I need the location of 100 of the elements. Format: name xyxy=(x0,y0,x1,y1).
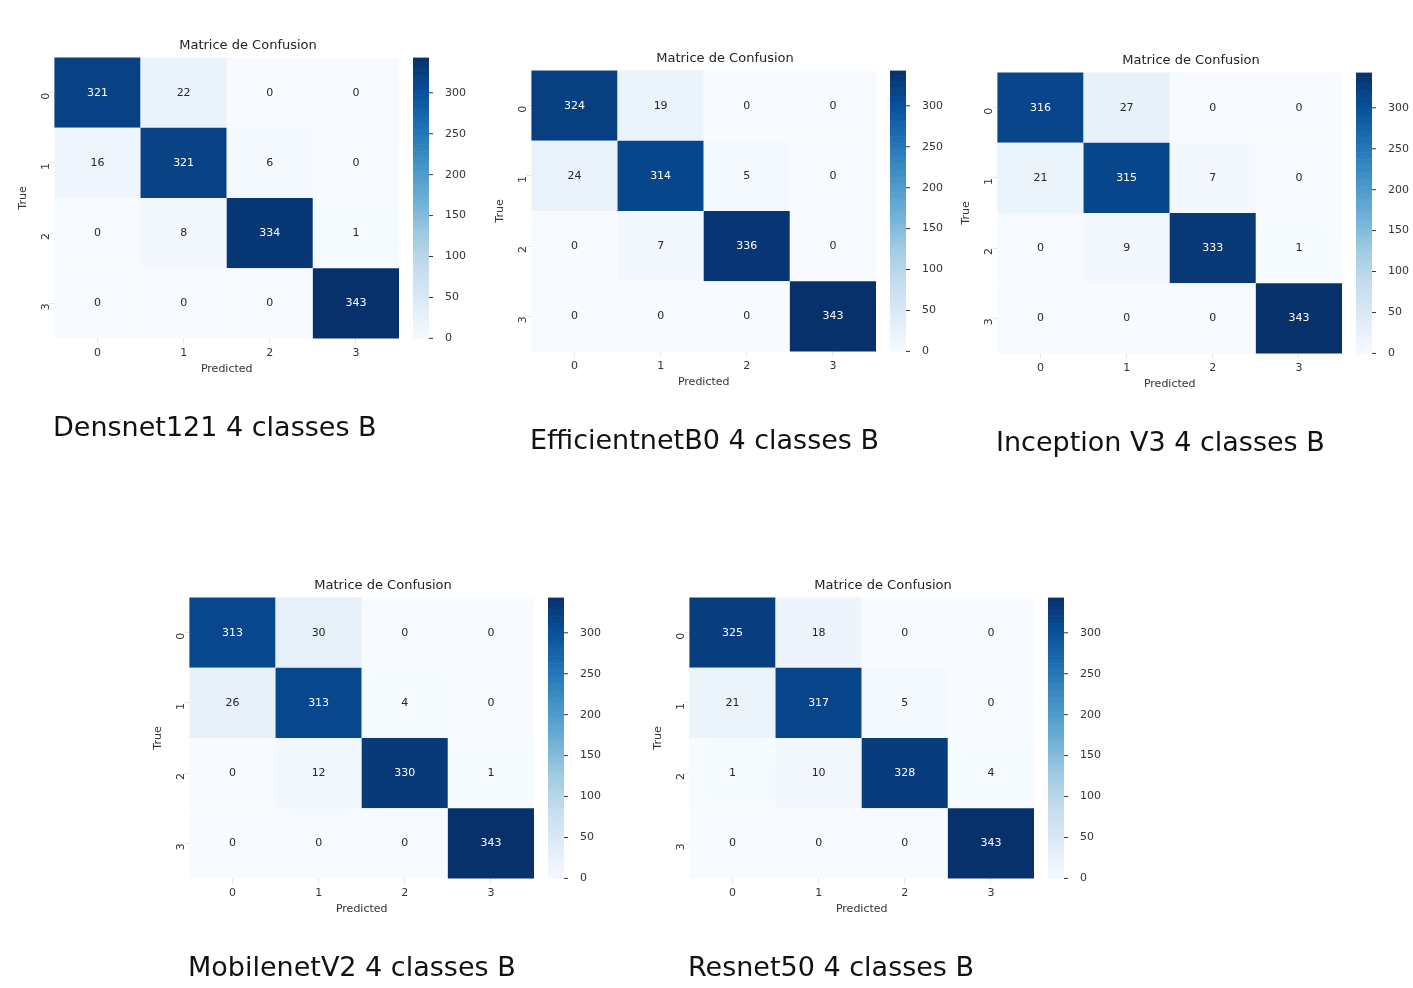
y-tick-label: 2 xyxy=(39,233,53,241)
y-axis-title: True xyxy=(151,726,165,751)
data-label: 0 xyxy=(728,836,736,850)
data-label: 315 xyxy=(1116,170,1138,184)
data-label: 343 xyxy=(980,836,1002,850)
data-label: 0 xyxy=(570,238,578,252)
data-label: 26 xyxy=(225,695,240,709)
data-label: 325 xyxy=(721,625,743,639)
x-tick-label: 2 xyxy=(743,358,751,372)
y-tick-label: 0 xyxy=(516,105,530,113)
x-axis-title: Predicted xyxy=(835,902,888,916)
data-label: 0 xyxy=(487,695,495,709)
x-tick-label: 0 xyxy=(1036,360,1044,374)
data-label: 0 xyxy=(829,98,837,112)
chart-title: Matrice de Confusion xyxy=(179,37,317,53)
text: Resnet50 4 classes B xyxy=(687,951,976,982)
data-label: 0 xyxy=(266,85,274,99)
y-tick-label: 0 xyxy=(39,92,53,100)
y-tick-label: 0 xyxy=(982,107,996,115)
y-tick-label: 3 xyxy=(674,843,688,851)
data-label: 314 xyxy=(650,168,672,182)
color-bar-label: 50 xyxy=(1080,830,1094,844)
data-label: 7 xyxy=(657,238,665,252)
x-tick-label: 0 xyxy=(570,358,578,372)
data-label: 0 xyxy=(228,836,236,850)
y-axis-title: True xyxy=(16,186,30,211)
y-tick-label: 1 xyxy=(174,702,188,710)
x-tick-label: 3 xyxy=(487,885,495,899)
color-bar-label: 250 xyxy=(580,666,601,680)
data-label: 324 xyxy=(563,98,585,112)
data-label: 343 xyxy=(1288,311,1310,325)
data-label: 0 xyxy=(743,309,751,323)
data-label: 336 xyxy=(736,238,758,252)
color-bar-label: 250 xyxy=(1388,141,1409,155)
x-tick-label: 3 xyxy=(352,345,360,359)
x-tick-label: 2 xyxy=(1209,360,1217,374)
y-tick-label: 2 xyxy=(982,248,996,256)
y-tick-label: 1 xyxy=(982,177,996,185)
data-label: 0 xyxy=(93,296,101,310)
data-label: 12 xyxy=(311,765,326,779)
data-label: 343 xyxy=(822,309,844,323)
y-tick-label: 3 xyxy=(174,843,188,851)
data-label: 4 xyxy=(987,765,995,779)
color-bar-label: 100 xyxy=(445,249,466,263)
color-bar-label: 150 xyxy=(1388,223,1409,237)
y-tick-label: 0 xyxy=(674,632,688,640)
data-label: 316 xyxy=(1029,100,1051,114)
data-label: 22 xyxy=(176,85,191,99)
data-label: 0 xyxy=(829,238,837,252)
x-tick-label: 1 xyxy=(815,885,823,899)
data-label: 321 xyxy=(173,155,195,169)
data-label: 0 xyxy=(815,836,823,850)
data-label: 0 xyxy=(315,836,323,850)
color-bar-label: 100 xyxy=(922,262,943,276)
data-label: 0 xyxy=(401,836,409,850)
data-label: 343 xyxy=(345,296,367,310)
y-tick-label: 3 xyxy=(516,316,530,324)
y-tick-label: 2 xyxy=(174,773,188,781)
color-bar-label: 200 xyxy=(922,180,943,194)
data-label: 0 xyxy=(743,98,751,112)
data-label: 0 xyxy=(1209,311,1217,325)
data-label: 0 xyxy=(266,296,274,310)
chart-title: Matrice de Confusion xyxy=(1122,52,1260,68)
data-label: 0 xyxy=(93,225,101,239)
x-tick-label: 0 xyxy=(728,885,736,899)
data-label: 27 xyxy=(1119,100,1134,114)
y-tick-label: 1 xyxy=(39,162,53,170)
x-axis-title: Predicted xyxy=(1143,377,1196,391)
data-label: 10 xyxy=(811,765,826,779)
x-tick-label: 1 xyxy=(315,885,323,899)
data-label: 330 xyxy=(394,765,416,779)
text: Inception V3 4 classes B xyxy=(995,426,1326,457)
data-label: 313 xyxy=(221,625,243,639)
data-label: 0 xyxy=(901,625,909,639)
chart-title: Matrice de Confusion xyxy=(314,577,452,593)
data-label: 16 xyxy=(90,155,105,169)
data-label: 1 xyxy=(487,765,495,779)
color-bar-label: 300 xyxy=(922,98,943,112)
data-label: 21 xyxy=(725,695,740,709)
y-tick-label: 2 xyxy=(516,246,530,254)
data-label: 6 xyxy=(266,155,274,169)
y-tick-label: 2 xyxy=(674,773,688,781)
data-label: 18 xyxy=(811,625,826,639)
data-label: 30 xyxy=(311,625,326,639)
data-label: 313 xyxy=(308,695,330,709)
data-label: 0 xyxy=(1295,170,1303,184)
color-bar-label: 50 xyxy=(1388,305,1402,319)
data-label: 1 xyxy=(352,225,360,239)
color-bar-label: 100 xyxy=(1388,264,1409,278)
y-axis-title: True xyxy=(651,726,665,751)
data-label: 0 xyxy=(657,309,665,323)
y-tick-label: 1 xyxy=(674,702,688,710)
data-label: 328 xyxy=(894,765,916,779)
color-bar-label: 200 xyxy=(1080,707,1101,721)
y-tick-label: 1 xyxy=(516,175,530,183)
x-tick-label: 2 xyxy=(266,345,274,359)
data-label: 0 xyxy=(352,155,360,169)
color-bar-label: 250 xyxy=(922,139,943,153)
color-bar-label: 200 xyxy=(1388,182,1409,196)
data-label: 21 xyxy=(1033,170,1048,184)
